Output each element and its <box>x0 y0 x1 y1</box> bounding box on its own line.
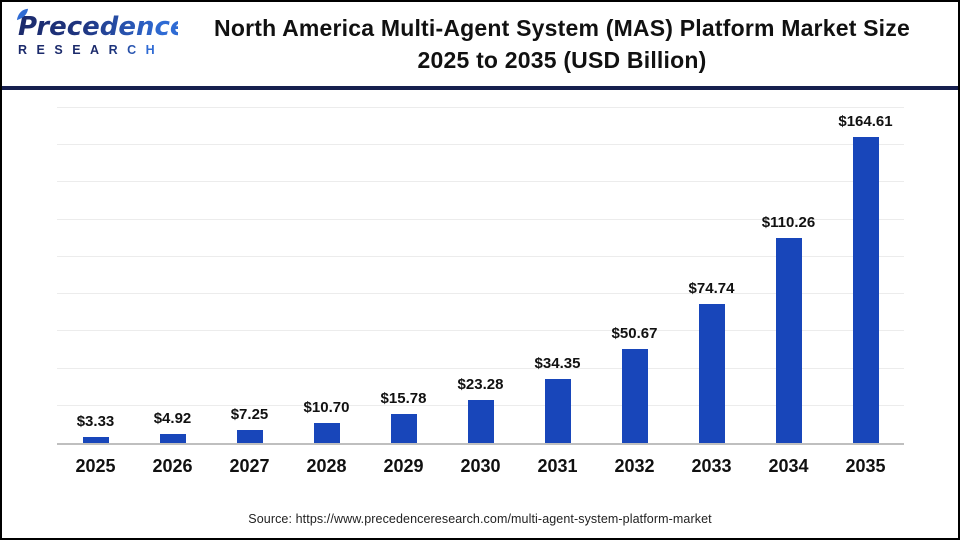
bar-2035 <box>852 136 879 443</box>
bar-2030 <box>467 399 494 443</box>
bar-2031 <box>544 379 571 443</box>
bar-2032 <box>621 348 648 443</box>
gridline-120 <box>57 218 904 220</box>
value-label-2027: $7.25 <box>230 405 269 423</box>
value-label-2026: $4.92 <box>153 409 192 427</box>
bar-2033 <box>698 303 725 443</box>
x-axis-label-2033: 2033 <box>691 456 732 476</box>
value-label-2029: $15.78 <box>380 389 427 407</box>
title-line-2: 2025 to 2035 (USD Billion) <box>417 46 707 73</box>
x-axis-line <box>57 443 904 445</box>
gridline-100 <box>57 255 904 257</box>
header-divider <box>2 86 958 90</box>
bar-2027 <box>236 429 263 443</box>
gridline-80 <box>57 293 904 295</box>
title-line-1: North America Multi-Agent System (MAS) P… <box>214 14 910 41</box>
value-label-2034: $110.26 <box>761 213 816 231</box>
value-label-2032: $50.67 <box>611 324 658 342</box>
x-axis-label-2034: 2034 <box>768 456 809 476</box>
value-label-2028: $10.70 <box>303 399 350 417</box>
x-axis-label-2028: 2028 <box>306 456 347 476</box>
source-text: Source: https://www.precedenceresearch.c… <box>248 512 712 526</box>
gridline-160 <box>57 144 904 146</box>
x-axis-label-2025: 2025 <box>75 456 116 476</box>
header: Precedence RESEARCH North America Multi-… <box>2 2 958 86</box>
x-axis-label-2031: 2031 <box>537 456 578 476</box>
bar-2025 <box>82 436 109 443</box>
page-title: North America Multi-Agent System (MAS) P… <box>172 2 952 86</box>
gridline-40 <box>57 367 904 369</box>
value-label-2033: $74.74 <box>688 279 735 297</box>
x-axis-label-2027: 2027 <box>229 456 270 476</box>
gridline-60 <box>57 330 904 332</box>
bar-chart-plot-area: $3.33 2025 $4.92 2026 $7.25 2027 $10.70 2028 $15… <box>57 107 904 476</box>
value-label-2030: $23.28 <box>457 375 504 393</box>
bar-2029 <box>390 413 417 443</box>
logo-subtitle: RESEARCH <box>18 44 178 57</box>
bar-2026 <box>159 433 186 443</box>
x-axis-label-2035: 2035 <box>845 456 886 476</box>
x-axis-label-2032: 2032 <box>614 456 655 476</box>
value-label-2031: $34.35 <box>534 355 581 373</box>
gridline-180 <box>57 107 904 108</box>
logo-leaf-icon <box>16 8 29 21</box>
logo-wordmark: Precedence <box>18 12 188 42</box>
x-axis-label-2029: 2029 <box>383 456 424 476</box>
bar-2034 <box>775 237 802 443</box>
gridline-140 <box>57 181 904 183</box>
value-label-2025: $3.33 <box>76 412 115 430</box>
x-axis-label-2026: 2026 <box>152 456 193 476</box>
value-label-2035: $164.61 <box>838 112 893 130</box>
logo: Precedence RESEARCH <box>16 8 188 57</box>
bar-2028 <box>313 423 340 443</box>
x-axis-label-2030: 2030 <box>460 456 501 476</box>
